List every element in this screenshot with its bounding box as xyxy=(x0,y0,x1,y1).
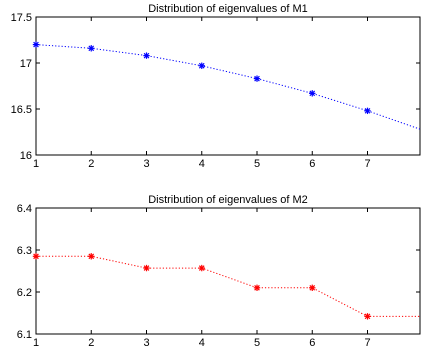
chart2-y-tick-label: 6.2 xyxy=(17,287,32,299)
chart1-x-tick-label: 2 xyxy=(88,158,94,170)
chart2-x-tick-label: 7 xyxy=(364,337,370,349)
chart1-data-point xyxy=(309,90,316,97)
chart2-x-tick-label: 1 xyxy=(33,337,39,349)
chart2-x-tick-label: 3 xyxy=(143,337,149,349)
chart1-data-point xyxy=(198,62,205,69)
chart1-plot-frame xyxy=(35,16,421,156)
chart2-y-tick-label: 6.1 xyxy=(17,329,32,341)
chart1-x-tick-label: 7 xyxy=(364,158,370,170)
chart2-x-tick-label: 5 xyxy=(254,337,260,349)
chart2-series-line xyxy=(36,255,420,317)
chart1-y-tick-label: 16.5 xyxy=(11,104,32,116)
chart2-data-point xyxy=(88,253,95,260)
chart2-x-tick-label: 6 xyxy=(309,337,315,349)
chart2-plot-frame xyxy=(35,207,421,335)
chart1-series-line xyxy=(35,44,421,130)
chart1-data-point xyxy=(32,41,40,48)
chart2-data-point xyxy=(364,313,371,320)
chart1-x-tick-label: 5 xyxy=(254,158,260,170)
chart2-data-point xyxy=(309,284,316,291)
chart1-x-tick-label: 6 xyxy=(309,158,315,170)
chart2-data-point xyxy=(253,284,261,291)
chart2-data-point xyxy=(32,253,40,260)
chart2-x-tick-label: 4 xyxy=(199,337,205,349)
chart1-title: Distribution of eigenvalues of M1 xyxy=(148,3,308,15)
chart1-data-point xyxy=(88,45,95,52)
chart2-title: Distribution of eigenvalues of M2 xyxy=(148,194,308,206)
chart1-x-tick-label: 1 xyxy=(33,158,39,170)
chart1-data-point xyxy=(253,75,261,82)
chart2-data-point xyxy=(143,264,150,272)
chart2-x-tick-label: 2 xyxy=(88,337,94,349)
chart1-data-point xyxy=(143,52,150,59)
chart2-y-tick-label: 6.3 xyxy=(17,245,32,257)
chart1-data-point xyxy=(364,107,371,115)
chart1-y-tick-label: 16 xyxy=(20,150,32,162)
chart2-y-tick-label: 6.4 xyxy=(17,203,32,215)
chart1-x-tick-label: 3 xyxy=(143,158,149,170)
chart1-y-tick-label: 17.5 xyxy=(11,12,32,24)
chart2-data-point xyxy=(198,264,205,272)
chart1-x-tick-label: 4 xyxy=(199,158,205,170)
chart1-y-tick-label: 17 xyxy=(20,58,32,70)
